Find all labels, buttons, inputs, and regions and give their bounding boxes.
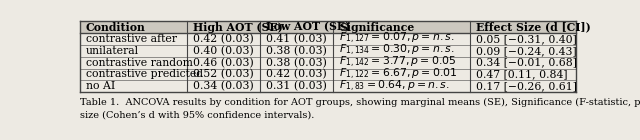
Text: 0.05 [−0.31, 0.40]: 0.05 [−0.31, 0.40] [476, 34, 577, 44]
Text: 0.17 [−0.26, 0.61]: 0.17 [−0.26, 0.61] [476, 81, 577, 91]
Text: 0.46 (0.03): 0.46 (0.03) [193, 57, 253, 68]
Text: 0.40 (0.03): 0.40 (0.03) [193, 46, 253, 56]
Text: $F_{1,122} = 6.67, p = 0.01$: $F_{1,122} = 6.67, p = 0.01$ [339, 67, 458, 82]
Text: contrastive predicted: contrastive predicted [86, 69, 203, 80]
Text: 0.52 (0.03): 0.52 (0.03) [193, 69, 253, 80]
Text: Table 1.  ANCOVA results by condition for AOT groups, showing marginal means (SE: Table 1. ANCOVA results by condition for… [80, 98, 640, 107]
Text: Low AOT (SE): Low AOT (SE) [266, 22, 350, 32]
Text: 0.42 (0.03): 0.42 (0.03) [193, 34, 253, 44]
Text: no AI: no AI [86, 81, 115, 91]
Text: contrastive after: contrastive after [86, 34, 177, 44]
Text: 0.34 [−0.01, 0.68]: 0.34 [−0.01, 0.68] [476, 58, 577, 68]
Text: 0.47 [0.11, 0.84]: 0.47 [0.11, 0.84] [476, 69, 567, 80]
Text: 0.42 (0.03): 0.42 (0.03) [266, 69, 327, 80]
Text: 0.09 [−0.24, 0.43]: 0.09 [−0.24, 0.43] [476, 46, 577, 56]
Bar [80, 21, 576, 33]
Text: $F_{1,134} = 0.30, p = n.s.$: $F_{1,134} = 0.30, p = n.s.$ [339, 43, 455, 58]
Text: $F_{1,142} = 3.77, p = 0.05$: $F_{1,142} = 3.77, p = 0.05$ [339, 55, 457, 70]
Text: unilateral: unilateral [86, 46, 139, 56]
Text: 0.38 (0.03): 0.38 (0.03) [266, 46, 327, 56]
Text: $F_{1,83} = 0.64, p = n.s.$: $F_{1,83} = 0.64, p = n.s.$ [339, 79, 450, 94]
Text: contrastive random: contrastive random [86, 58, 193, 68]
Text: size (Cohen’s d with 95% confidence intervals).: size (Cohen’s d with 95% confidence inte… [80, 110, 314, 119]
Text: 0.41 (0.03): 0.41 (0.03) [266, 34, 327, 44]
Text: High AOT (SE): High AOT (SE) [193, 22, 282, 32]
Text: 0.38 (0.03): 0.38 (0.03) [266, 57, 327, 68]
Text: Effect Size (d [CI]): Effect Size (d [CI]) [476, 22, 591, 32]
Text: 0.31 (0.03): 0.31 (0.03) [266, 81, 327, 91]
Text: $F_{1,127} = 0.07, p = n.s.$: $F_{1,127} = 0.07, p = n.s.$ [339, 31, 455, 46]
Text: Significance: Significance [339, 22, 415, 32]
Text: Condition: Condition [86, 22, 146, 32]
Text: 0.34 (0.03): 0.34 (0.03) [193, 81, 253, 91]
